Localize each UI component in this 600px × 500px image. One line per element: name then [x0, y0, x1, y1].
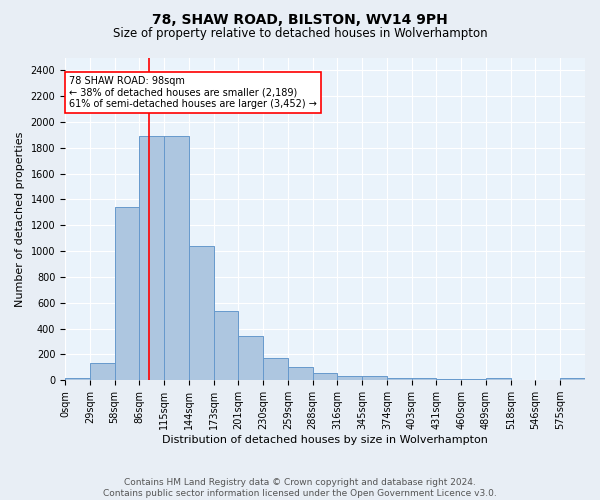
- Bar: [288, 366, 313, 380]
- Bar: [313, 373, 337, 380]
- Bar: [387, 378, 412, 380]
- Text: 78 SHAW ROAD: 98sqm
← 38% of detached houses are smaller (2,189)
61% of semi-det: 78 SHAW ROAD: 98sqm ← 38% of detached ho…: [69, 76, 317, 109]
- Bar: [362, 376, 387, 380]
- Bar: [164, 136, 189, 380]
- Bar: [560, 378, 585, 380]
- Bar: [238, 336, 263, 380]
- Bar: [90, 364, 115, 380]
- Bar: [263, 358, 288, 380]
- X-axis label: Distribution of detached houses by size in Wolverhampton: Distribution of detached houses by size …: [162, 435, 488, 445]
- Bar: [115, 207, 139, 380]
- Bar: [486, 378, 511, 380]
- Y-axis label: Number of detached properties: Number of detached properties: [15, 131, 25, 306]
- Text: 78, SHAW ROAD, BILSTON, WV14 9PH: 78, SHAW ROAD, BILSTON, WV14 9PH: [152, 12, 448, 26]
- Bar: [337, 376, 362, 380]
- Bar: [214, 310, 238, 380]
- Bar: [189, 246, 214, 380]
- Bar: [461, 379, 486, 380]
- Bar: [65, 378, 90, 380]
- Text: Contains HM Land Registry data © Crown copyright and database right 2024.
Contai: Contains HM Land Registry data © Crown c…: [103, 478, 497, 498]
- Text: Size of property relative to detached houses in Wolverhampton: Size of property relative to detached ho…: [113, 28, 487, 40]
- Bar: [436, 379, 461, 380]
- Bar: [412, 378, 436, 380]
- Bar: [139, 136, 164, 380]
